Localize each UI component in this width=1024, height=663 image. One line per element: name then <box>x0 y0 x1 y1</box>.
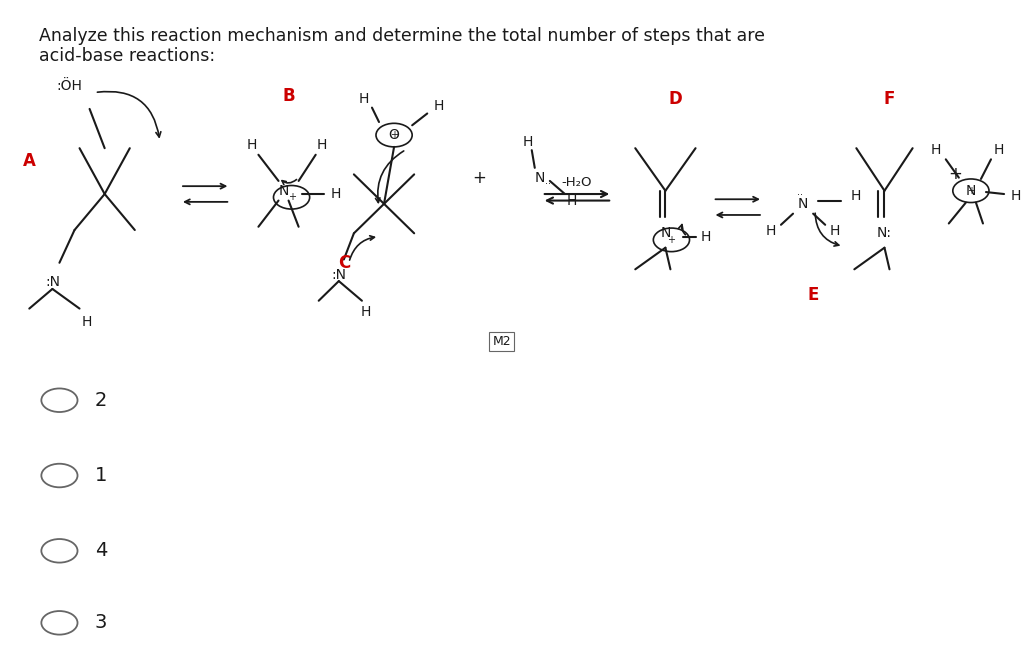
Text: B: B <box>283 87 295 105</box>
Text: H: H <box>316 138 327 152</box>
Text: acid-base reactions:: acid-base reactions: <box>39 46 215 65</box>
Text: :ÖH: :ÖH <box>56 79 82 93</box>
Text: 4: 4 <box>94 541 106 560</box>
Text: +: + <box>948 165 962 184</box>
Text: :N: :N <box>45 275 59 290</box>
Text: H: H <box>931 143 941 157</box>
Text: N:: N: <box>877 226 892 240</box>
Text: +: + <box>390 130 398 140</box>
Text: C: C <box>338 254 350 272</box>
Text: M2: M2 <box>493 335 511 348</box>
Text: H: H <box>830 224 841 238</box>
Text: N: N <box>660 226 671 240</box>
Text: H: H <box>81 315 92 329</box>
Text: +: + <box>288 192 296 202</box>
Text: H: H <box>246 138 257 152</box>
Text: :N: :N <box>332 268 346 282</box>
Text: O: O <box>389 128 399 142</box>
Text: H: H <box>358 92 369 106</box>
Text: 3: 3 <box>94 613 106 633</box>
Text: E: E <box>808 286 819 304</box>
Text: H: H <box>566 194 578 208</box>
FancyArrowPatch shape <box>97 91 161 137</box>
Text: 1: 1 <box>94 466 106 485</box>
Text: H: H <box>850 189 860 203</box>
Text: +: + <box>472 168 486 187</box>
Text: A: A <box>23 152 36 170</box>
Text: +: + <box>967 186 975 196</box>
FancyArrowPatch shape <box>679 225 685 235</box>
Text: +: + <box>668 235 676 245</box>
Text: -H₂O: -H₂O <box>562 176 592 189</box>
FancyArrowPatch shape <box>349 236 375 260</box>
Text: H: H <box>766 224 776 238</box>
Text: D: D <box>669 90 682 108</box>
Text: N: N <box>966 184 976 198</box>
Text: H: H <box>360 305 371 319</box>
FancyArrowPatch shape <box>376 151 403 202</box>
FancyArrowPatch shape <box>282 180 297 184</box>
Text: ..: .. <box>797 187 803 197</box>
Text: ..: .. <box>545 176 551 186</box>
Text: H: H <box>522 135 532 149</box>
Text: H: H <box>434 99 444 113</box>
Text: H: H <box>331 187 341 201</box>
Text: F: F <box>884 90 895 108</box>
Text: H: H <box>1011 189 1021 203</box>
Text: Analyze this reaction mechanism and determine the total number of steps that are: Analyze this reaction mechanism and dete… <box>39 27 765 45</box>
FancyArrowPatch shape <box>815 213 839 246</box>
Text: 2: 2 <box>94 391 106 410</box>
Text: H: H <box>994 143 1005 157</box>
Text: H: H <box>700 229 711 243</box>
Text: N: N <box>535 170 545 185</box>
Text: N: N <box>279 184 289 198</box>
Text: N: N <box>798 197 808 211</box>
